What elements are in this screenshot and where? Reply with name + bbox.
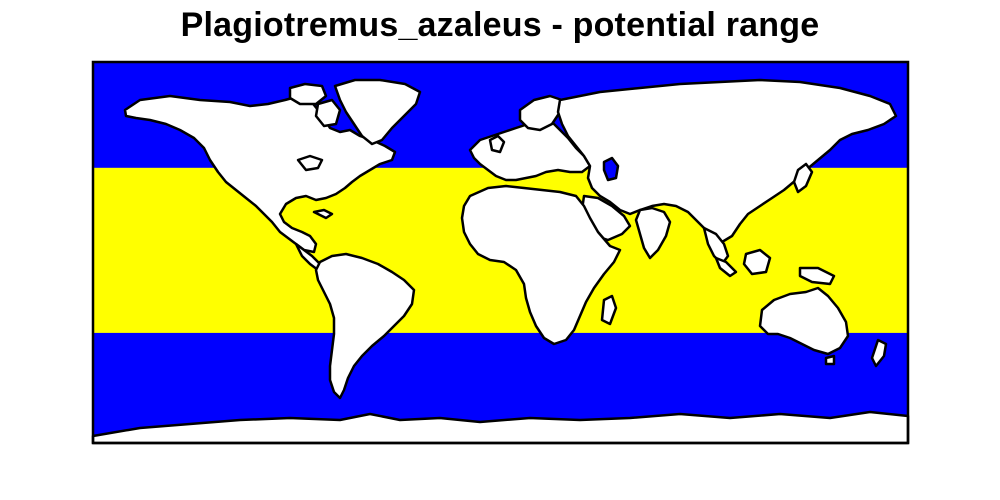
africa <box>460 184 622 346</box>
british-isles <box>488 134 506 154</box>
new-zealand <box>870 338 888 368</box>
tasmania <box>824 354 836 366</box>
europe <box>468 118 592 182</box>
japan <box>792 162 814 194</box>
land-masses <box>91 78 910 445</box>
map-border <box>91 60 910 445</box>
greenland <box>333 78 422 146</box>
baffin-island <box>314 98 342 128</box>
scandinavia <box>518 94 564 132</box>
asia <box>556 78 898 244</box>
arctic-islands <box>288 82 328 106</box>
indonesia-borneo <box>742 248 772 276</box>
new-guinea <box>798 266 836 286</box>
australia <box>758 286 850 356</box>
south-america <box>314 252 416 400</box>
southeast-asia <box>702 226 730 266</box>
caspian-sea <box>602 156 620 182</box>
madagascar <box>600 294 618 326</box>
antarctica <box>91 410 910 445</box>
map-title: Plagiotremus_azaleus - potential range <box>180 6 820 44</box>
caribbean-islands <box>312 208 334 220</box>
great-lakes <box>296 154 324 172</box>
india <box>634 206 672 260</box>
indonesia-sumatra <box>714 256 738 278</box>
